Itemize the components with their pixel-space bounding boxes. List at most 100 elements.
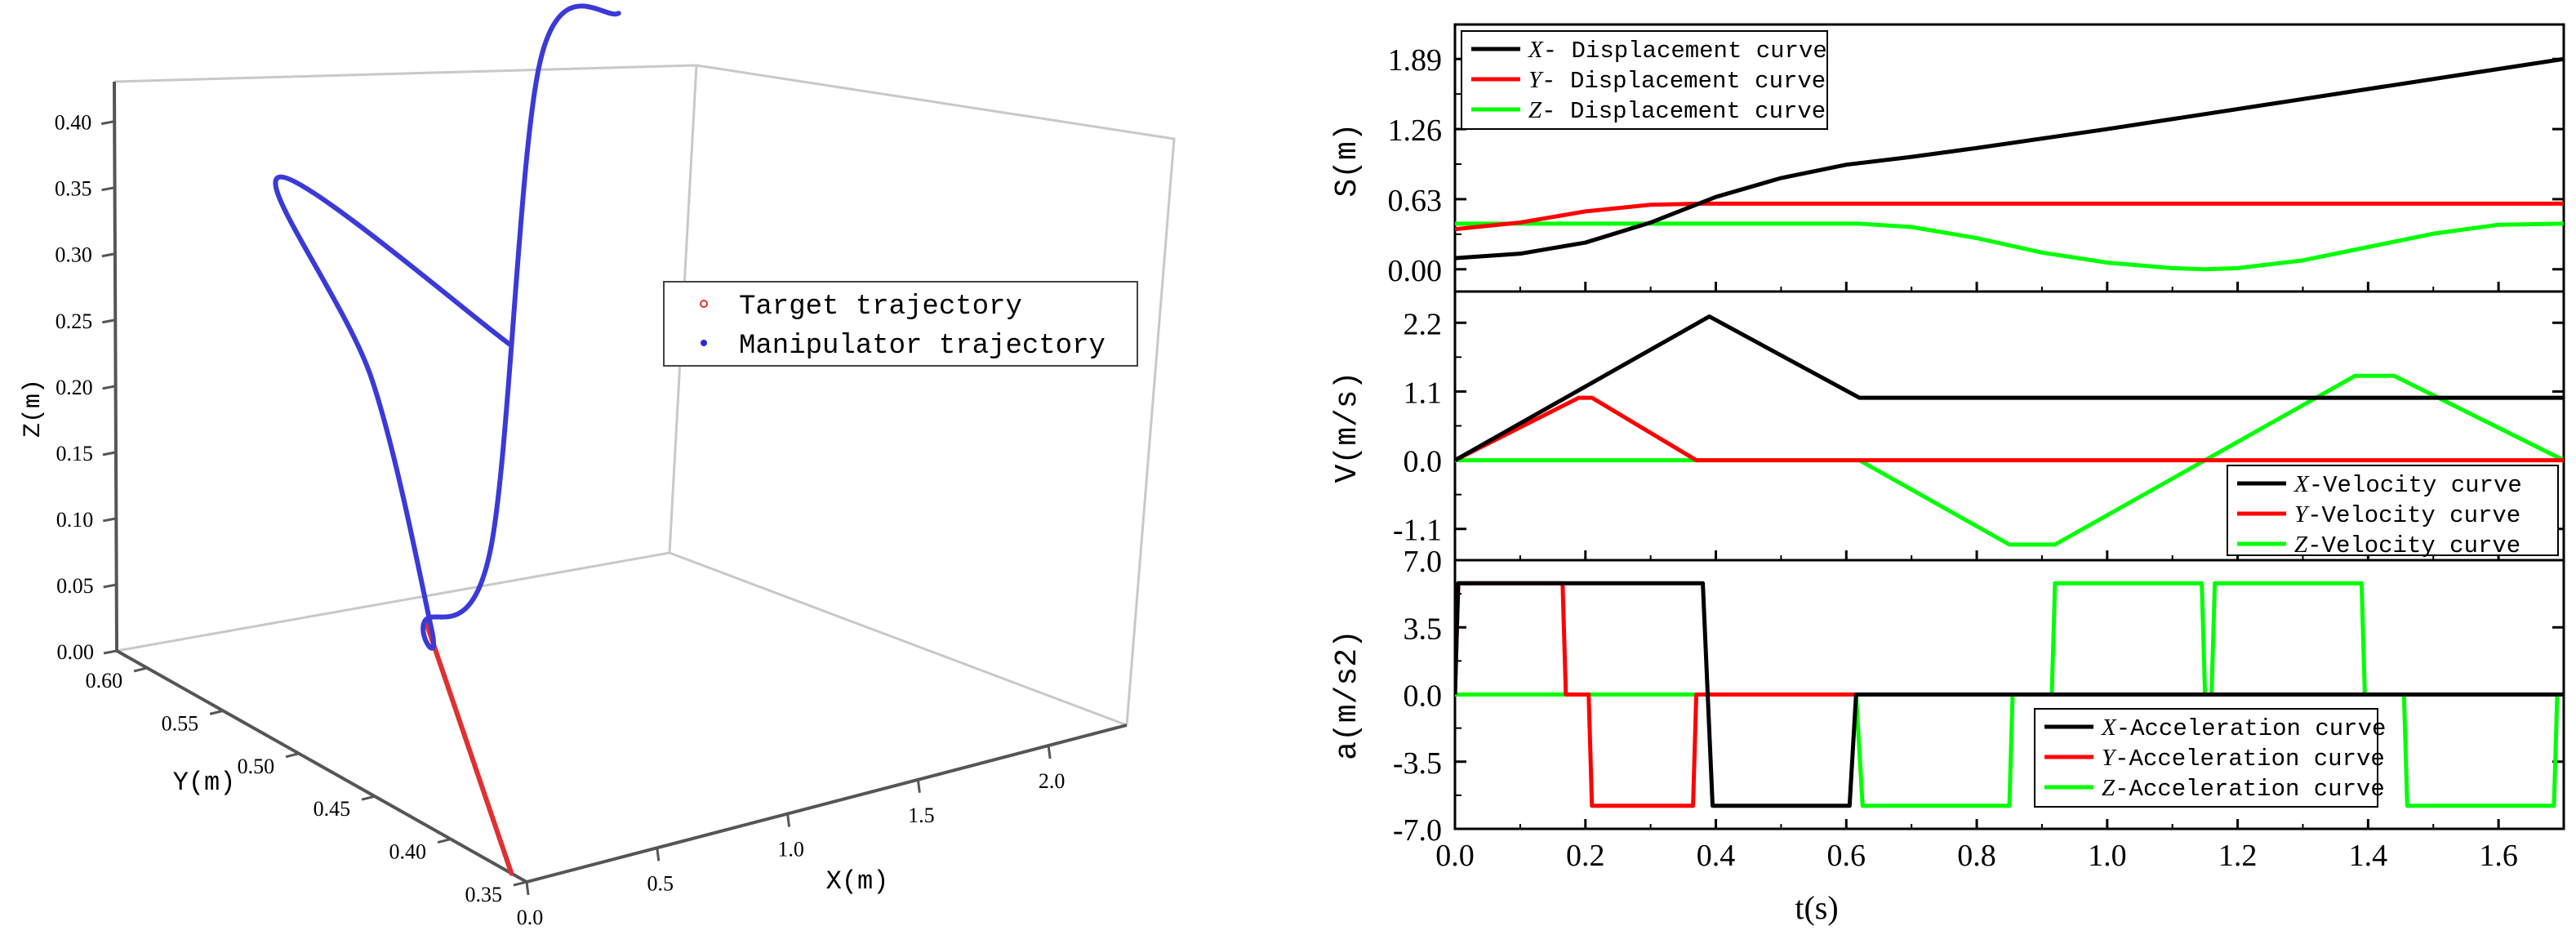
z-tick-label: 0.00	[57, 640, 95, 664]
y-axis-line	[116, 649, 527, 884]
z-tick	[103, 649, 118, 655]
legend-label: Y-Acceleration curve	[2102, 745, 2385, 772]
y-tick-label: 0.63	[1388, 184, 1443, 218]
z-axis-line	[113, 81, 118, 652]
v-axis-title: V(m/s)	[1330, 372, 1365, 483]
legend-label-target: Target trajectory	[739, 292, 1022, 323]
z-tick	[101, 186, 115, 192]
series-x-acceleration	[1455, 581, 2564, 808]
motion-curves-panels: 0.00 0.63 1.26 1.89 X- Displacement curveY- …	[1330, 23, 2565, 926]
z-tick-label: 0.35	[55, 177, 92, 201]
y-tick-label: 0.0	[1404, 445, 1443, 479]
y-tick	[285, 752, 300, 759]
legend-label: X-Acceleration curve	[2101, 715, 2386, 742]
x-tick	[525, 881, 530, 896]
z-axis-title: Z(m)	[20, 379, 47, 438]
legend-label-manipulator: Manipulator trajectory	[739, 331, 1106, 362]
y-tick-label: 1.89	[1388, 43, 1443, 78]
y-tick-label: 7.0	[1404, 545, 1443, 579]
s-axis-title: S(m)	[1330, 122, 1365, 197]
legend-label: Z- Displacement curve	[1528, 97, 1826, 125]
x-axis-line	[526, 724, 1128, 884]
z-tick	[102, 385, 116, 390]
legend-marker-manipulator	[701, 340, 707, 346]
x-tick-label: 1.0	[2088, 839, 2127, 873]
x-tick-label: 0.5	[647, 871, 674, 895]
y-tick-label: 2.2	[1404, 307, 1443, 341]
legend-marker-target	[700, 300, 708, 308]
y-tick-label: 3.5	[1404, 612, 1443, 646]
legend-label: Y- Displacement curve	[1528, 67, 1826, 95]
displacement-panel: 0.00 0.63 1.26 1.89 X- Displacement curveY- …	[1388, 23, 2565, 293]
z-tick-label: 0.15	[56, 442, 93, 465]
z-tick	[102, 451, 117, 456]
acceleration-panel: -7.0 -3.5 0.0 3.5 7.0 0.0 0.2 0.4 0.6 0.8 1.0 1.2 1.…	[1393, 545, 2565, 873]
box-back-floor-edge-left	[116, 551, 670, 652]
z-tick-label: 0.20	[56, 376, 93, 399]
legend-label: Y-Velocity curve	[2294, 501, 2520, 529]
a-axis-title: a(m/s2)	[1330, 630, 1365, 760]
z-tick-label: 0.30	[55, 243, 92, 267]
series-manipulator-trajectory	[273, 3, 621, 651]
x-tick-label: 1.5	[908, 804, 935, 827]
x-tick-label: 1.2	[2218, 839, 2258, 873]
series-z-velocity	[1455, 373, 2564, 547]
x-tick-label: 0.8	[1957, 839, 1996, 873]
y-tick-label: 0.00	[1388, 254, 1443, 288]
z-tick-label: 0.25	[56, 309, 93, 333]
series-y-velocity	[1455, 395, 2564, 463]
y-axis-title: Y(m)	[173, 768, 236, 798]
x-tick-label: 1.0	[777, 838, 804, 862]
series-y-displacement	[1455, 201, 2564, 232]
y-tick-label: 0.45	[314, 797, 351, 821]
z-tick	[103, 583, 117, 589]
x-tick-label: 0.4	[1697, 839, 1736, 873]
x-tick-label: 0.0	[1435, 839, 1475, 873]
x-tick	[786, 813, 791, 827]
x-tick	[656, 848, 661, 862]
y-tick	[361, 795, 376, 801]
box-back-floor-edge-right	[669, 551, 1128, 727]
y-tick-label: 1.1	[1404, 376, 1443, 410]
legend-label: X- Displacement curve	[1528, 37, 1827, 65]
legend-label: Z-Velocity curve	[2294, 532, 2520, 559]
z-tick	[103, 517, 117, 523]
legend-label: X-Velocity curve	[2293, 471, 2522, 499]
y-tick-label: 0.55	[162, 711, 199, 735]
y-tick-label: 0.35	[465, 883, 503, 906]
z-tick	[101, 252, 116, 258]
y-tick-label: -3.5	[1393, 746, 1442, 781]
x-tick-label: 1.4	[2349, 839, 2388, 873]
z-tick-label: 0.05	[56, 574, 94, 598]
series-z-displacement	[1455, 221, 2564, 272]
x-tick	[1047, 745, 1052, 759]
y-tick-label: -7.0	[1393, 813, 1442, 848]
legend-3d: Target trajectory Manipulator trajectory	[663, 281, 1138, 367]
x-tick-label: 0.0	[517, 906, 544, 929]
x-tick-label: 2.0	[1039, 769, 1066, 793]
box-top-edge	[113, 64, 1176, 726]
series-x-displacement	[1455, 56, 2564, 260]
legend-label: Z-Acceleration curve	[2102, 775, 2385, 803]
y-tick-label: 0.40	[389, 840, 427, 864]
y-tick	[209, 709, 224, 715]
y-tick	[437, 838, 452, 844]
y-tick-label: -1.1	[1393, 514, 1442, 548]
z-tick-label: 0.10	[56, 508, 94, 532]
y-tick	[133, 666, 148, 673]
x-tick-label: 1.6	[2479, 839, 2518, 873]
series-x-velocity	[1455, 314, 2564, 462]
z-tick	[101, 318, 116, 324]
x-tick-label: 0.6	[1827, 839, 1866, 873]
trajectory-3d-plot: 0.00 0.05 0.10 0.15 0.20 0.25 0.30 0.35 0.40 0.60…	[20, 3, 1176, 929]
y-tick-label: 0.60	[86, 669, 123, 692]
x-tick-label: 0.2	[1566, 839, 1605, 873]
y-tick	[513, 880, 527, 887]
t-axis-title: t(s)	[1795, 889, 1838, 926]
y-tick-label: 1.26	[1388, 114, 1443, 148]
z-tick	[100, 120, 115, 126]
series-target-trajectory	[422, 617, 514, 876]
